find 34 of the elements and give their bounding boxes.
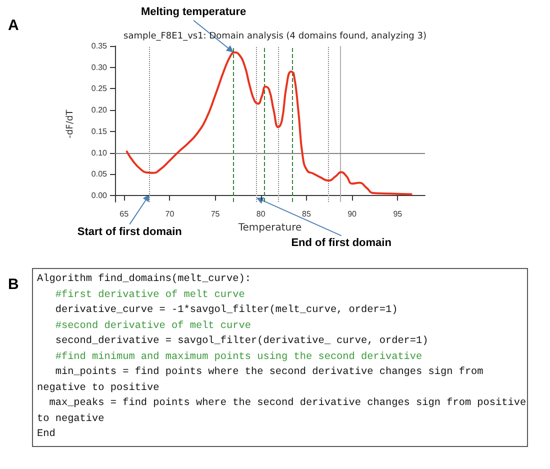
y-tick-label: 0.10	[91, 148, 108, 158]
x-tick-label: 80	[256, 210, 266, 218]
text: max_peaks = find points where the second derivative changes sign from positive	[48, 396, 526, 411]
x-tick-label: 65	[120, 210, 130, 218]
x-tick-label: 85	[302, 210, 312, 218]
x-axis-title: Temperature	[237, 222, 302, 234]
x-tick-label: 75	[210, 210, 220, 218]
y-tick-label: 0.00	[91, 191, 108, 200]
y-tick-label: 0.30	[91, 62, 108, 72]
annotation: Melting temperature	[140, 6, 246, 18]
annotation: End of first domain	[291, 237, 392, 250]
line-series	[126, 51, 412, 196]
y-tick-label: 0.15	[91, 126, 108, 136]
y-tick-label: 0.05	[91, 170, 108, 179]
text: #first derivative of melt curve	[54, 288, 246, 302]
text: to negative	[37, 412, 106, 426]
x-tick-label: 70	[165, 210, 175, 218]
x-tick-label: 95	[393, 210, 403, 218]
text: negative to positive	[37, 382, 160, 396]
text: #second derivative of melt curve	[54, 320, 252, 334]
text: derivative_curve = -1*savgol_filter(melt_curve, order=1)	[54, 304, 399, 318]
text: End	[37, 428, 56, 442]
y-tick-label: 0.35	[91, 42, 108, 50]
text: second_derivative = savgol_filter(derivative_ curve, order=1)	[54, 334, 430, 349]
text: B	[8, 276, 19, 293]
text: Algorithm find_domains(melt_curve):	[37, 272, 252, 287]
y-tick-label: 0.25	[91, 84, 108, 94]
y-axis-title: -dF/dT	[66, 109, 76, 138]
annotation: Start of first domain	[77, 226, 182, 238]
x-tick-label: 90	[348, 210, 358, 218]
text: #find minimum and maximum points using the second derivative	[54, 350, 424, 364]
text: min_points = find points where the second derivative changes sign from	[54, 366, 484, 380]
y-tick-label: 0.20	[91, 106, 108, 115]
text: A	[8, 17, 19, 34]
